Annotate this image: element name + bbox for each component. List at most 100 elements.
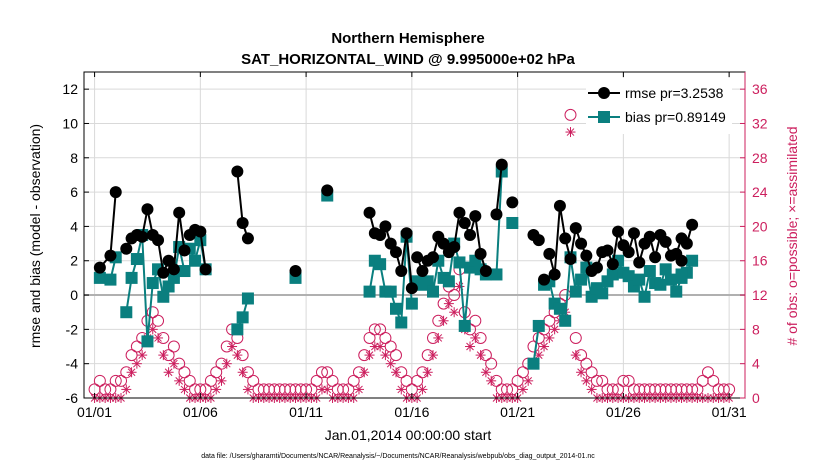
asterisk-stroke [550, 325, 559, 334]
rmse-point [405, 282, 418, 295]
left-y-tick-label: 0 [70, 287, 78, 303]
obs-possible-marker [368, 323, 381, 336]
bias-point [638, 290, 651, 303]
bias-point [405, 297, 418, 310]
rmse-point [389, 246, 402, 259]
obs-possible-marker [543, 314, 556, 327]
rmse-point [575, 237, 588, 250]
obs-possible-marker [363, 331, 376, 344]
obs-assimilated-marker [581, 375, 592, 386]
asterisk-stroke [577, 368, 585, 377]
obs-possible-marker [389, 349, 402, 362]
legend-bias-marker [598, 111, 610, 123]
obs-possible-marker [580, 357, 593, 370]
obs-assimilated-marker [237, 367, 248, 378]
rmse-point [532, 234, 545, 247]
obs-assimilated-marker [137, 350, 148, 361]
legend-bias-label: bias pr=0.89149 [625, 109, 726, 125]
x-axis-label: Jan.01,2014 00:00:00 start [325, 427, 492, 443]
asterisk-stroke [148, 325, 157, 334]
left-y-tick-label: 2 [70, 253, 78, 269]
bias-point [167, 271, 180, 284]
obs-assimilated-marker [153, 332, 164, 343]
obs-assimilated-marker [221, 358, 232, 369]
bias-point [442, 275, 455, 288]
rmse-point [448, 241, 461, 254]
obs-assimilated-marker [390, 367, 401, 378]
obs-assimilated-marker [216, 375, 227, 386]
chart-title: Northern Hemisphere [331, 30, 484, 47]
rmse-point [590, 261, 603, 274]
bias-point [490, 268, 503, 281]
x-tick-label: 01/11 [289, 404, 323, 420]
rmse-point [167, 263, 180, 276]
obs-possible-marker [178, 366, 191, 379]
left-y-axis-ticks: -6 -4 -2 0 2 4 6 8 10 12 [62, 81, 89, 406]
asterisk-stroke [571, 351, 580, 359]
bias-point [664, 273, 677, 286]
obs-assimilated-marker [359, 367, 370, 378]
bias-series [93, 165, 699, 370]
bias-point [363, 285, 376, 298]
rmse-point [199, 263, 212, 276]
asterisk-stroke [222, 359, 231, 368]
obs-assimilated-marker [428, 350, 439, 361]
asterisk-stroke [392, 368, 400, 377]
left-y-tick-label: 12 [62, 81, 78, 97]
rmse-point [93, 261, 106, 274]
asterisk-stroke [122, 385, 131, 394]
bias-point [389, 302, 402, 315]
bias-point [527, 357, 540, 370]
asterisk-stroke [439, 316, 448, 325]
asterisk-stroke [323, 385, 332, 394]
obs-assimilated-marker [422, 367, 433, 378]
asterisk-stroke [471, 334, 480, 342]
bias-point [141, 335, 154, 348]
rmse-point [686, 218, 699, 231]
rmse-point [231, 165, 244, 178]
asterisk-stroke [466, 342, 474, 351]
obs-possible-marker [204, 374, 217, 387]
obs-possible-marker [247, 374, 260, 387]
data-file-footnote: data file: /Users/gharamti/Documents/NCA… [201, 453, 595, 460]
obs-assimilated-marker [454, 281, 465, 292]
obs-possible-marker [183, 374, 196, 387]
rmse-point [162, 254, 175, 267]
obs-assimilated-marker [375, 341, 386, 352]
bias-point [236, 311, 249, 324]
right-y-tick-label: 28 [752, 150, 768, 166]
bias-point [569, 285, 582, 298]
rmse-point [379, 220, 392, 233]
rmse-point [643, 230, 656, 243]
bias-point [654, 278, 667, 291]
obs-possible-marker [696, 374, 709, 387]
obs-assimilated-marker [565, 127, 576, 138]
obs-possible-marker [516, 366, 529, 379]
rmse-point [416, 265, 429, 278]
rmse-point [553, 199, 566, 212]
obs-possible-marker [511, 374, 524, 387]
x-tick-label: 01/31 [712, 404, 747, 420]
bias-point [643, 265, 656, 278]
bias-point [146, 277, 159, 290]
obs-assimilated-marker [211, 384, 222, 395]
rmse-point [622, 246, 635, 259]
rmse-point [453, 206, 466, 219]
asterisk-stroke [482, 368, 490, 377]
obs-assimilated-marker [539, 341, 550, 352]
rmse-point [363, 206, 376, 219]
asterisk-stroke [540, 342, 548, 351]
rmse-point [236, 216, 249, 229]
obs-possible-marker [167, 340, 180, 353]
left-y-tick-label: 6 [70, 184, 78, 200]
bias-point [506, 216, 519, 229]
obs-possible-marker [93, 374, 106, 387]
bias-point [532, 319, 545, 332]
rmse-point [104, 249, 117, 262]
rmse-point [606, 258, 619, 271]
obs-possible-marker [115, 374, 128, 387]
obs-possible-marker [707, 374, 720, 387]
right-y-axis-ticks: 0 4 8 12 16 20 24 28 32 36 [740, 72, 768, 406]
bias-point [395, 316, 408, 329]
rmse-point [479, 265, 492, 278]
